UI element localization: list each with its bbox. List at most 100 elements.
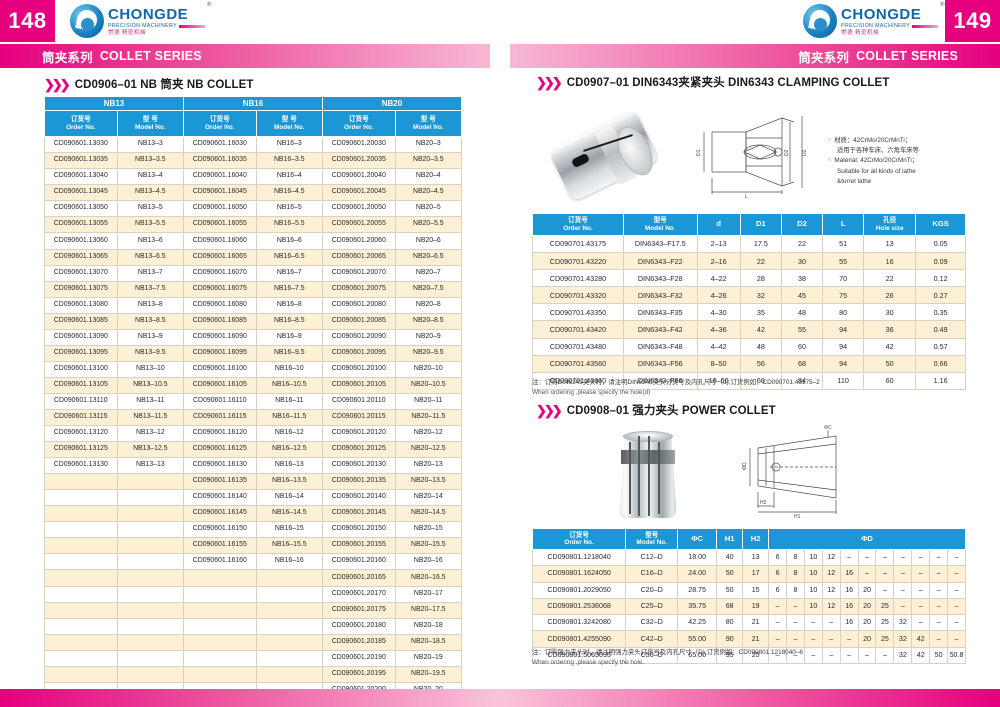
- table-cell: CD090601.16160: [182, 553, 257, 571]
- table-cell: 0.49: [915, 320, 966, 339]
- table-cell: NB13–8: [116, 296, 184, 314]
- table-cell: 75: [822, 286, 865, 305]
- table-cell: 51: [822, 234, 865, 254]
- table-row: CD090601.13125 NB13–12.5 CD090601.16125 NB1…: [44, 441, 463, 459]
- table-cell: CD090601.20165: [321, 569, 396, 587]
- table-cell: 30: [780, 252, 824, 271]
- table-cell: CD090601.20070: [321, 264, 396, 282]
- table-cell: 0.05: [915, 234, 966, 254]
- table-cell: 55: [780, 320, 824, 339]
- table-cell: CD090601.16145: [182, 505, 257, 523]
- table-cell: DIN6343–F66: [622, 371, 698, 390]
- table-cell: NB20–17.5: [394, 601, 463, 619]
- table-cell: –: [929, 630, 949, 648]
- table-row: CD090601.16135 NB16–13.5 CD090601.20135 NB2…: [44, 473, 463, 491]
- table-cell: DIN6343–F22: [622, 252, 698, 271]
- table-cell: 0.27: [915, 286, 966, 305]
- table-cell: NB20–14.5: [394, 505, 463, 523]
- table-cell: 24.00: [677, 565, 718, 583]
- table-cell: 4–36: [696, 320, 741, 339]
- table-cell: 10: [803, 548, 823, 567]
- table-cell: NB16–12: [255, 425, 323, 443]
- table-row: CD090701.43220 DIN6343–F22 2–16 22 30 55 16 0.0…: [532, 252, 966, 271]
- table-cell: CD090601.16050: [182, 200, 257, 218]
- table-cell: –: [893, 597, 913, 616]
- table-cell: –: [768, 614, 788, 632]
- table-row: CD090801.5065095 C50–D 65.00 95 25– – – – – – –32 4…: [531, 646, 966, 665]
- svg-text:D2: D2: [802, 149, 808, 156]
- table-cell: 12: [821, 548, 841, 567]
- table-cell: CD090601.13090: [44, 328, 118, 346]
- col-D1: D1: [739, 213, 782, 236]
- table-cell: CD090601.20145: [321, 505, 396, 523]
- table-row: CD090801.2029050 C20–D 28.75 50 15 6 8 10 12 16 20…: [531, 581, 966, 599]
- table-cell: NB16–12.5: [255, 441, 323, 459]
- table-cell: 32: [893, 630, 913, 648]
- table-cell: 32: [739, 286, 782, 305]
- table-cell: NB20–15.5: [394, 537, 463, 555]
- table-cell: NB13–10.5: [116, 376, 184, 394]
- table-cell: 4–22: [696, 269, 741, 288]
- table-cell: CD090601.16045: [182, 184, 257, 202]
- table-cell: 20: [857, 597, 877, 616]
- table-row: CD090601.13100 NB13–10 CD090601.16100 NB16–…: [44, 360, 463, 378]
- table-cell: NB20–13.5: [394, 473, 463, 491]
- chevron-right-icon: ❯❯❯: [536, 74, 563, 90]
- table-cell: CD090601.13110: [44, 392, 118, 410]
- table-row: CD090601.16140 NB16–14 CD090601.20140 NB20–…: [44, 489, 463, 507]
- table-cell: NB20–8.5: [394, 312, 463, 330]
- table-cell: 25: [875, 614, 895, 632]
- table-cell: NB20–16: [394, 553, 463, 571]
- nb-collet-table: NB13 NB16 NB20 订货号 Order No. 型 号 Model N…: [44, 95, 463, 699]
- table-cell: [116, 521, 184, 539]
- table-cell: –: [857, 548, 877, 567]
- table-cell: 8: [786, 581, 805, 599]
- table-cell: 4–30: [696, 303, 741, 322]
- table-cell: CD090601.16065: [182, 248, 257, 266]
- table-cell: 21: [742, 630, 770, 648]
- table-row: CD090601.20195 NB20–19.5: [44, 665, 463, 683]
- table-cell: CD090601.16140: [182, 489, 257, 507]
- section-heading-nb-collet: ❯❯❯ CD0906–01 NB 筒夹 NB COLLET: [44, 76, 254, 92]
- table-row: CD090701.43350 DIN6343–F35 4–30 35 48 80 30 0.3…: [532, 303, 966, 322]
- table-cell: NB13–8.5: [116, 312, 184, 330]
- col-L: L: [822, 213, 865, 236]
- table-cell: 90: [716, 630, 744, 648]
- table-cell: NB20–19: [394, 649, 463, 667]
- table-cell: –: [875, 565, 895, 583]
- table-cell: 6: [768, 581, 788, 599]
- table-row: CD090601.16155 NB16–15.5 CD090601.20155 NB2…: [44, 537, 463, 555]
- table-cell: NB20–9: [394, 328, 463, 346]
- table-cell: [44, 601, 118, 619]
- group-header-nb20: NB20: [321, 95, 463, 112]
- table-cell: [255, 569, 323, 587]
- table-cell: DIN6343–F42: [622, 320, 698, 339]
- table-cell: –: [911, 597, 931, 616]
- col-model-no-nb16: 型 号 Model No.: [255, 110, 323, 138]
- table-cell: [44, 585, 118, 603]
- table-cell: 0.66: [915, 354, 966, 373]
- table-cell: NB13–6: [116, 232, 184, 250]
- table-cell: CD090601.16105: [182, 376, 257, 394]
- brand-logo-right: CHONGDE ® PRECISION MACHINERY 崇德 精密机械: [803, 2, 945, 38]
- table-cell: –: [947, 597, 966, 616]
- table-cell: CD090601.13060: [44, 232, 118, 250]
- table-cell: 15: [742, 581, 770, 599]
- left-page: 148 CHONGDE ® PRECISION MACHINERY 崇德 精密机…: [0, 0, 490, 699]
- din-table-body: CD090701.43175 DIN6343–F17.5 2–13 17.5 22 51 1…: [532, 234, 966, 390]
- col-order-no: 订货号 Order No.: [532, 213, 624, 236]
- table-cell: 80: [822, 303, 865, 322]
- table-cell: –: [947, 614, 966, 632]
- table-cell: 40: [716, 548, 744, 567]
- table-cell: [182, 665, 257, 683]
- table-cell: NB20–11: [394, 392, 463, 410]
- table-cell: [44, 649, 118, 667]
- table-cell: NB13–4.5: [116, 184, 184, 202]
- col-model-no-nb13: 型 号 Model No.: [116, 110, 184, 138]
- table-cell: 22: [739, 252, 782, 271]
- table-row: CD090601.13030 NB13–3 CD090601.16030 NB16–3…: [44, 136, 463, 154]
- table-cell: [182, 617, 257, 635]
- din-header-row: 订货号 Order No. 型号 Model No. d D1 D2 L 孔径 …: [532, 213, 966, 236]
- page-gutter: [499, 0, 501, 707]
- table-cell: 6: [768, 565, 788, 583]
